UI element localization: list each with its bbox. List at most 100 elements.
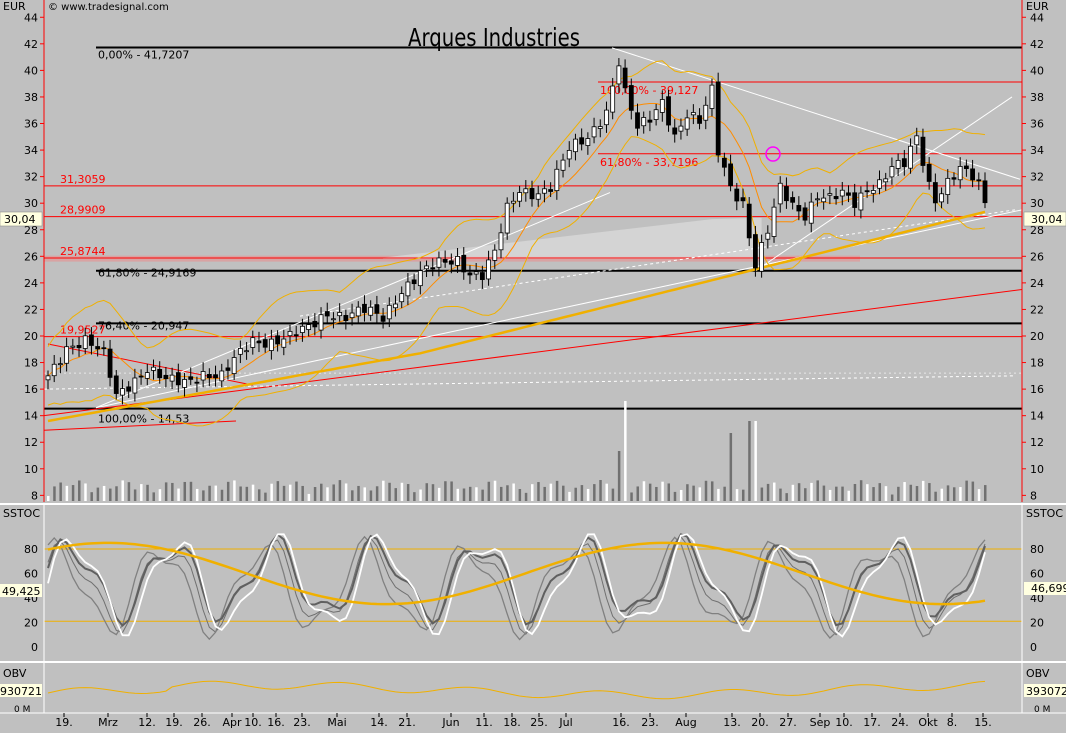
candle-body — [808, 201, 814, 224]
volume-bar — [984, 485, 987, 501]
volume-bar — [624, 401, 627, 501]
volume-bar — [946, 485, 950, 501]
time-tick: 10. — [244, 716, 262, 729]
candle-body — [436, 257, 442, 268]
volume-bar — [952, 487, 956, 501]
sstoc-signal — [47, 541, 986, 606]
volume-bar — [828, 489, 832, 501]
volume-bar — [909, 484, 913, 501]
price-tick-right: 36 — [1030, 118, 1044, 131]
volume-bar — [127, 482, 131, 501]
sstoc-value-badge-left — [0, 584, 42, 597]
volume-bar — [146, 484, 149, 501]
price-tick-left: 30 — [24, 197, 38, 210]
candle-body — [188, 376, 194, 380]
volume-bar — [934, 491, 937, 501]
price-tick-right: 42 — [1030, 38, 1044, 51]
candle-body — [417, 270, 423, 287]
price-tick-left: 42 — [24, 38, 38, 51]
volume-bar — [456, 488, 460, 501]
volume-bar — [661, 481, 664, 501]
time-tick: 24. — [891, 716, 909, 729]
volume-bar — [735, 489, 739, 501]
candle-body — [163, 374, 169, 380]
candle-body — [740, 197, 746, 202]
candle-body — [728, 163, 733, 187]
volume-bar — [264, 492, 267, 501]
candle-body — [58, 363, 63, 366]
candle-body — [219, 370, 225, 382]
candle-body — [616, 65, 622, 85]
volume-bar — [903, 482, 906, 501]
candle-body — [926, 163, 932, 182]
candle-body — [510, 200, 516, 204]
obv-axis-tick-right: 0 M — [1034, 705, 1050, 715]
time-tick: 18. — [503, 716, 521, 729]
band-upper — [47, 60, 986, 349]
volume-bar — [109, 488, 112, 501]
volume-bar — [679, 489, 683, 501]
volume-bar — [773, 482, 776, 501]
volume-bar — [133, 489, 137, 501]
fib-shade — [383, 217, 762, 259]
volume-bar — [648, 483, 652, 501]
candle-body — [430, 267, 436, 270]
candle-body — [362, 303, 367, 313]
time-tick: 13. — [723, 716, 741, 729]
price-tick-left: 24 — [24, 277, 38, 290]
candle-body — [250, 337, 256, 348]
candle-body — [467, 272, 473, 276]
price-tick-right: 40 — [1030, 64, 1044, 77]
candle-body — [45, 375, 51, 381]
candle-body — [678, 125, 684, 132]
candle-body — [368, 306, 374, 316]
volume-bar — [971, 481, 975, 501]
candle-body — [244, 350, 249, 353]
sstoc-tick-right: 80 — [1030, 543, 1044, 556]
candle-body — [144, 372, 150, 379]
volume-bar — [878, 483, 882, 501]
sstoc-tick-right: 20 — [1030, 617, 1044, 630]
time-tick: Mrz — [98, 716, 118, 729]
volume-bar — [295, 481, 298, 501]
volume-bar — [121, 480, 124, 501]
obv-label-right: OBV — [1026, 667, 1050, 680]
candle-body — [963, 165, 969, 170]
volume-bar — [332, 484, 335, 501]
price-tick-left: 16 — [24, 383, 38, 396]
candle-body — [901, 158, 907, 167]
candle-body — [157, 369, 163, 379]
price-tick-right: 30 — [1030, 197, 1044, 210]
volume-bar — [499, 486, 503, 501]
volume-bar — [816, 480, 819, 501]
chart-title: Arques Industries — [408, 23, 580, 52]
price-tick-left: 10 — [24, 463, 38, 476]
candle-body — [151, 366, 156, 371]
candle-body — [399, 293, 405, 303]
volume-bar — [357, 485, 360, 501]
candle-body — [411, 279, 417, 285]
price-tick-right: 44 — [1030, 11, 1044, 24]
ma-200 — [47, 210, 986, 423]
volume-bar — [605, 483, 608, 501]
sstoc-tick-right: 40 — [1030, 592, 1044, 605]
volume-bar — [847, 490, 850, 501]
time-tick: 19. — [55, 716, 73, 729]
volume-bar — [183, 481, 187, 501]
volume-bar — [171, 482, 174, 501]
volume-bar — [915, 486, 919, 501]
fib-red-label: 28,9909 — [60, 204, 106, 217]
volume-bar — [140, 484, 143, 501]
candle-body — [821, 197, 827, 203]
candle-body — [604, 109, 609, 126]
volume-bar — [884, 486, 888, 501]
candle-body — [641, 117, 647, 127]
candle-body — [976, 179, 982, 182]
candle-body — [523, 188, 529, 194]
volume-bar — [741, 489, 745, 501]
candle-body — [771, 206, 777, 237]
time-tick: Okt — [918, 716, 938, 729]
volume-bar — [872, 487, 875, 501]
time-tick: 26. — [193, 716, 211, 729]
candle-body — [970, 168, 975, 181]
